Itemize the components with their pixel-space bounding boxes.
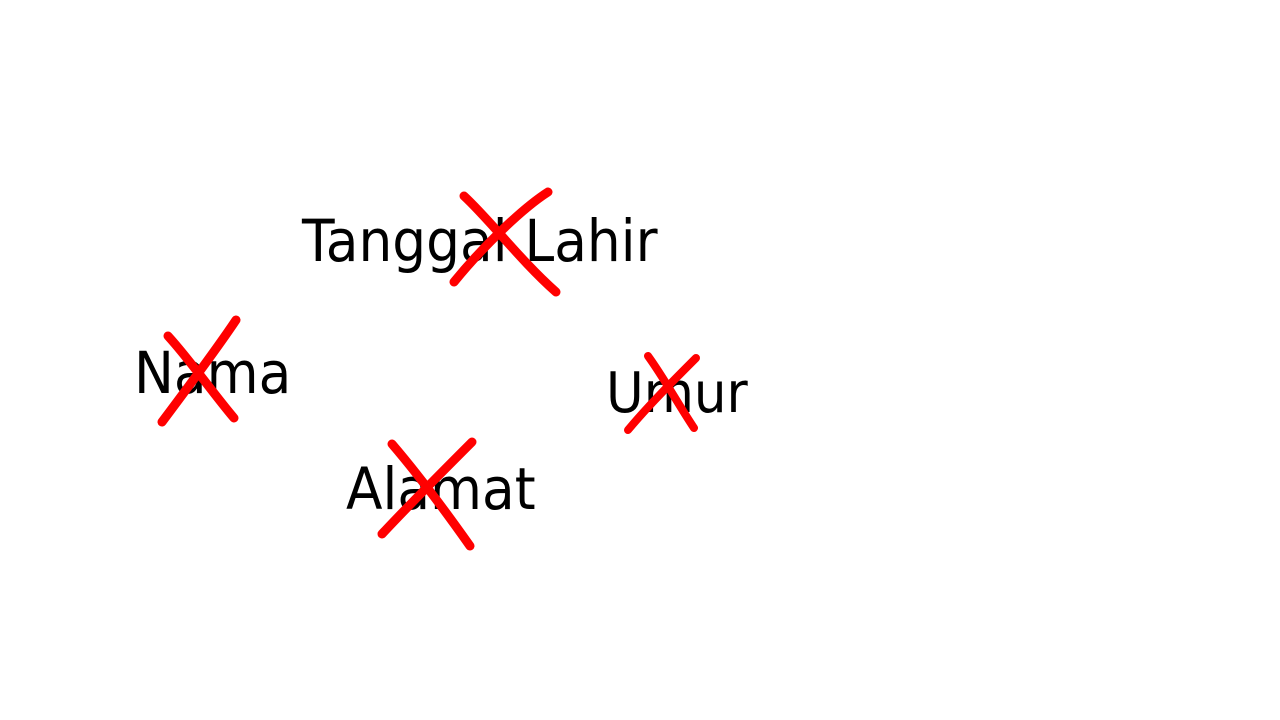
word-tanggal-lahir: Tanggal Lahir: [302, 207, 658, 275]
cross-mark-icon: [449, 187, 561, 297]
cross-mark-icon: [157, 315, 241, 427]
cross-mark-icon: [624, 352, 700, 434]
cross-mark-icon: [377, 437, 477, 551]
